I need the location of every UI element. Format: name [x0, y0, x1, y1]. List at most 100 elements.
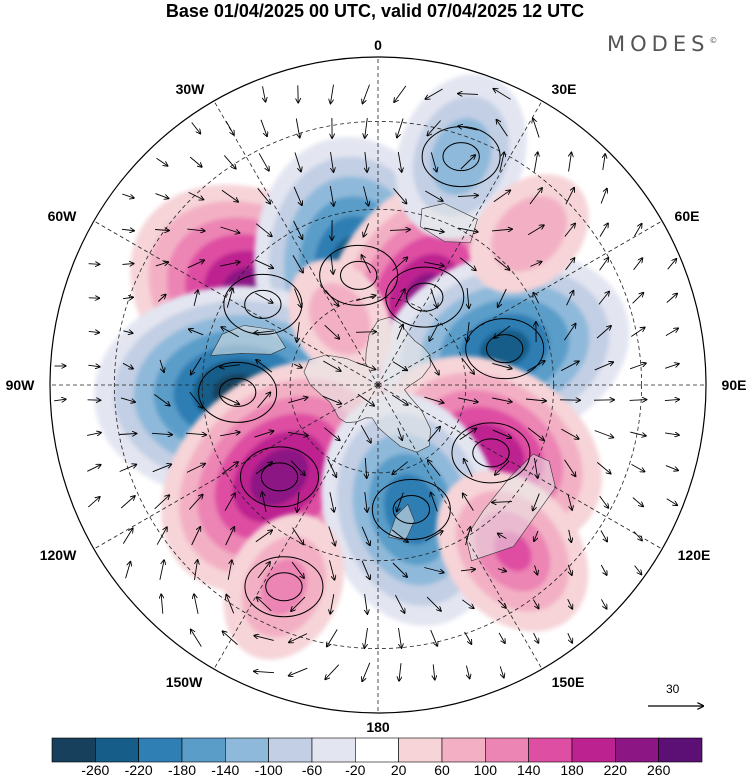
map-border — [49, 56, 707, 714]
colorbar-tick-label: 260 — [647, 762, 671, 778]
wind-arrow — [397, 118, 404, 138]
wind-arrow — [594, 430, 614, 438]
wind-arrow — [629, 363, 646, 370]
streamline-loop — [339, 260, 378, 290]
wind-arrow — [221, 189, 238, 202]
wind-arrow — [255, 462, 272, 475]
colorbar-swatch — [51, 737, 96, 763]
lon-label-90w: 90W — [5, 377, 35, 393]
wind-arrow — [254, 259, 273, 268]
wind-arrow — [395, 594, 404, 613]
anomaly-cell — [288, 259, 392, 379]
wind-arrow — [431, 493, 438, 512]
wind-arrow — [632, 293, 644, 304]
wind-arrow — [154, 394, 169, 405]
streamline-loop — [198, 361, 278, 423]
streamline-loop — [472, 438, 510, 468]
wind-arrow — [331, 254, 333, 274]
wind-arrow — [356, 295, 375, 302]
wind-arrow — [428, 460, 441, 477]
colorbar-tick-label: -60 — [301, 762, 323, 778]
wind-arrow — [493, 190, 510, 203]
streamline-loop — [244, 556, 324, 618]
wind-arrow — [467, 322, 469, 342]
wind-arrow — [533, 599, 538, 609]
wind-arrow — [495, 460, 510, 475]
colorbar-swatch — [528, 737, 573, 763]
wind-arrow — [396, 325, 403, 340]
wind-arrow — [255, 530, 272, 543]
wind-arrow — [398, 628, 402, 648]
wind-arrow — [365, 628, 368, 648]
wind-arrow — [254, 331, 274, 333]
wind-arrow — [424, 261, 444, 266]
reference-vector-label: 30 — [666, 682, 680, 696]
wind-arrow — [186, 464, 205, 473]
wind-arrow — [498, 288, 507, 307]
wind-arrow — [119, 434, 137, 435]
colorbar-tick-label: -100 — [254, 762, 283, 778]
meridian-line — [213, 384, 379, 670]
wind-arrow — [665, 433, 679, 435]
colorbar-swatch — [484, 737, 529, 763]
wind-arrow — [120, 397, 135, 402]
colorbar-swatch — [441, 737, 486, 763]
wind-arrow — [466, 665, 469, 679]
wind-arrow — [187, 229, 204, 231]
wind-arrow — [189, 156, 202, 167]
wind-arrow — [599, 223, 608, 237]
wind-arrow — [88, 331, 99, 332]
meridian-line — [213, 100, 379, 386]
wind-arrow — [665, 465, 678, 471]
wind-arrow — [323, 360, 340, 371]
wind-arrow — [257, 597, 272, 612]
wind-arrow — [601, 599, 606, 608]
wind-arrow — [397, 152, 401, 172]
wind-arrow — [458, 94, 479, 95]
wind-arrow — [534, 530, 539, 541]
wind-arrow — [191, 527, 201, 546]
wind-arrow — [87, 497, 99, 508]
wind-arrow — [599, 258, 609, 271]
wind-arrow — [122, 362, 133, 368]
streamline-loop — [421, 126, 501, 188]
wind-arrow — [297, 322, 300, 342]
meridian-line — [93, 384, 379, 550]
wind-arrow — [151, 433, 172, 434]
wind-arrow — [191, 357, 202, 375]
wind-arrow — [189, 391, 202, 408]
wind-arrow — [497, 569, 506, 572]
wind-arrow — [600, 564, 606, 575]
south-america-outline — [210, 325, 287, 356]
wind-arrow — [629, 400, 647, 401]
wind-arrow — [254, 671, 275, 672]
wind-arrow — [121, 229, 134, 230]
wind-arrow — [290, 460, 305, 476]
wind-arrow — [224, 493, 235, 511]
meridian-line — [377, 100, 543, 386]
wind-arrow — [564, 459, 576, 477]
wind-arrow — [461, 357, 474, 374]
wind-arrow — [459, 257, 476, 271]
wind-arrow — [392, 361, 407, 371]
lon-label-180: 180 — [366, 719, 390, 735]
wind-arrow — [322, 395, 342, 404]
wind-arrow — [433, 664, 435, 679]
colorbar-tick-label: 140 — [517, 762, 541, 778]
wind-arrow — [154, 495, 170, 510]
wind-vectors — [54, 84, 679, 682]
wind-arrow — [119, 465, 137, 472]
colorbar-swatch — [138, 737, 183, 763]
wind-arrow — [565, 258, 575, 271]
colorbar-swatch — [95, 737, 139, 763]
wind-arrow — [328, 526, 335, 546]
wind-arrow — [457, 195, 478, 196]
wind-arrow — [294, 288, 302, 308]
meridian-line — [377, 384, 543, 670]
wind-arrow — [365, 118, 368, 138]
colorbar-tick-label: 100 — [473, 762, 497, 778]
australia-outline — [465, 453, 556, 562]
wind-arrow — [122, 297, 133, 298]
wind-arrow — [389, 230, 410, 231]
wind-arrow — [356, 362, 376, 370]
